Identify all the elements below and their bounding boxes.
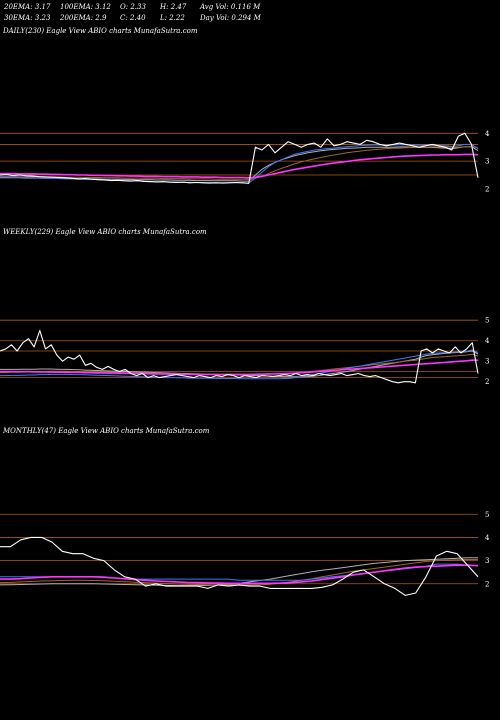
monthly-chart-title: MONTHLY(47) Eagle View ABIO charts Munaf… (3, 427, 210, 435)
weekly-ema-blue-line (0, 349, 479, 380)
header-30ema: 30EMA: 3.23 (4, 14, 51, 22)
monthly-ema-blue-line (0, 563, 479, 581)
monthly-ema-magenta-line (0, 564, 479, 585)
monthly-ema-gray-line (0, 557, 478, 587)
weekly-y-tick-label: 5 (485, 317, 489, 325)
header-day-vol: Day Vol: 0.294 M (200, 14, 261, 22)
weekly-y-tick-label: 2 (485, 378, 489, 386)
monthly-price-line (0, 536, 479, 596)
header-20ema: 20EMA: 3.17 (4, 3, 51, 11)
daily-chart-title: DAILY(230) Eagle View ABIO charts Munafa… (3, 27, 198, 35)
daily-price-line (0, 132, 479, 184)
weekly-y-tick-label: 4 (485, 337, 490, 345)
daily-ema-magenta-line (0, 153, 479, 179)
header-open: O: 2.33 (120, 3, 146, 11)
daily-y-tick-label: 3 (485, 158, 489, 166)
header-100ema: 100EMA: 3.12 (60, 3, 111, 11)
daily-ema-gray-line (0, 146, 479, 182)
weekly-chart-title: WEEKLY(229) Eagle View ABIO charts Munaf… (3, 228, 207, 236)
header-200ema: 200EMA: 2.9 (60, 14, 107, 22)
weekly-ema-magenta-line (0, 359, 478, 376)
weekly-price-line (0, 329, 479, 384)
monthly-y-tick-label: 3 (485, 557, 489, 565)
weekly-y-tick-label: 3 (485, 358, 489, 366)
daily-y-tick-label: 4 (485, 130, 490, 138)
monthly-ema-brown-line (0, 559, 478, 586)
header-low: L: 2.22 (160, 14, 185, 22)
monthly-y-tick-label: 5 (485, 511, 489, 519)
header-close: C: 2.40 (120, 14, 146, 22)
monthly-y-tick-label: 4 (485, 534, 490, 542)
daily-y-tick-label: 2 (485, 185, 489, 193)
daily-ema-brown-line (0, 146, 479, 180)
header-high: H: 2.47 (160, 3, 187, 11)
header-avg-vol: Avg Vol: 0.116 M (200, 3, 261, 11)
monthly-y-tick-label: 2 (485, 580, 489, 588)
